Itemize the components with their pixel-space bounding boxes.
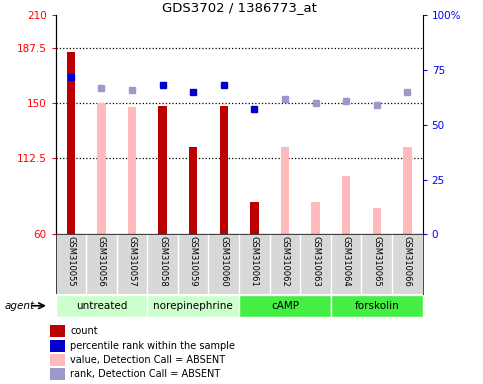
Bar xyxy=(128,107,136,234)
Text: rank, Detection Call = ABSENT: rank, Detection Call = ABSENT xyxy=(71,369,221,379)
Text: GSM310062: GSM310062 xyxy=(281,236,289,287)
Text: GSM310059: GSM310059 xyxy=(189,236,198,286)
Bar xyxy=(50,354,65,366)
Bar xyxy=(250,202,258,234)
Text: agent: agent xyxy=(4,301,35,311)
Text: GSM310061: GSM310061 xyxy=(250,236,259,287)
Text: GSM310056: GSM310056 xyxy=(97,236,106,287)
FancyBboxPatch shape xyxy=(56,295,147,318)
Bar xyxy=(372,208,381,234)
Text: GSM310063: GSM310063 xyxy=(311,236,320,287)
Bar xyxy=(67,52,75,234)
Bar xyxy=(50,340,65,352)
Bar xyxy=(342,176,350,234)
Text: cAMP: cAMP xyxy=(271,301,299,311)
Bar xyxy=(220,106,228,234)
Text: value, Detection Call = ABSENT: value, Detection Call = ABSENT xyxy=(71,355,226,365)
Bar xyxy=(50,325,65,337)
Text: forskolin: forskolin xyxy=(355,301,399,311)
Text: GSM310066: GSM310066 xyxy=(403,236,412,287)
Bar xyxy=(97,103,106,234)
Text: GSM310055: GSM310055 xyxy=(66,236,75,286)
Bar xyxy=(189,147,198,234)
Text: GSM310058: GSM310058 xyxy=(158,236,167,287)
Bar xyxy=(403,147,412,234)
Title: GDS3702 / 1386773_at: GDS3702 / 1386773_at xyxy=(162,1,316,14)
Bar xyxy=(281,147,289,234)
Text: GSM310065: GSM310065 xyxy=(372,236,381,287)
FancyBboxPatch shape xyxy=(331,295,423,318)
Text: GSM310057: GSM310057 xyxy=(128,236,137,287)
Text: count: count xyxy=(71,326,98,336)
Bar xyxy=(50,368,65,380)
Text: GSM310060: GSM310060 xyxy=(219,236,228,287)
Text: GSM310064: GSM310064 xyxy=(341,236,351,287)
Text: percentile rank within the sample: percentile rank within the sample xyxy=(71,341,235,351)
FancyBboxPatch shape xyxy=(239,295,331,318)
FancyBboxPatch shape xyxy=(147,295,239,318)
Text: untreated: untreated xyxy=(76,301,127,311)
Text: norepinephrine: norepinephrine xyxy=(153,301,233,311)
Bar xyxy=(312,202,320,234)
Bar xyxy=(158,106,167,234)
